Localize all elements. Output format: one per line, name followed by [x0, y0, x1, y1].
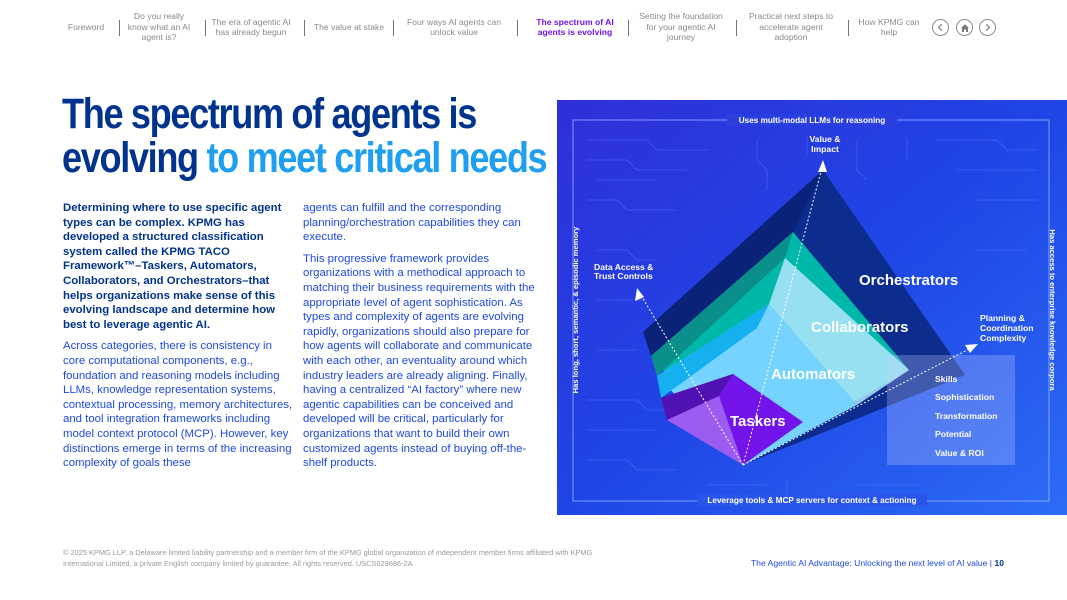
- bottom-label-bg: [697, 494, 927, 506]
- axis-label-data-line-2: Trust Controls: [594, 271, 653, 281]
- home-button[interactable]: [956, 19, 973, 36]
- dimension-skills: Skills: [935, 374, 958, 384]
- nav-item-value-at-stake[interactable]: The value at stake: [313, 21, 385, 32]
- body-paragraph: This progressive framework provides orga…: [303, 252, 535, 470]
- nav-divider: [119, 20, 120, 36]
- circuit-pattern: [587, 135, 1037, 495]
- body-column-right: agents can fulfill and the corresponding…: [303, 201, 535, 478]
- body-paragraph: Across categories, there is consistency …: [63, 340, 293, 470]
- axis-label-planning-line-3: Complexity: [980, 333, 1027, 343]
- title-line-1: The spectrum of agents is: [62, 90, 477, 138]
- orchestrators-left-face: [643, 170, 823, 356]
- home-icon: [960, 23, 969, 32]
- planning-axis-line: [742, 345, 976, 466]
- bottom-axis-label: Leverage tools & MCP servers for context…: [707, 496, 916, 505]
- up-left-arrow-icon: [635, 288, 644, 301]
- lead-paragraph: Determining where to use specific agent …: [63, 202, 282, 331]
- nav-item-spectrum-active[interactable]: The spectrum of AI agents is evolving: [536, 16, 614, 38]
- legal-notice: © 2025 KPMG LLP, a Delaware limited liab…: [63, 548, 593, 568]
- nav-divider: [304, 20, 305, 36]
- nav-divider: [628, 20, 629, 36]
- document-title: The Agentic AI Advantage: Unlocking the …: [750, 558, 988, 568]
- axis-label-planning-line-1: Planning &: [980, 313, 1025, 323]
- chevron-right-icon: [985, 23, 991, 32]
- up-right-arrow-icon: [965, 344, 978, 353]
- collaborators-left-face: [651, 232, 793, 376]
- automators-right-face: [769, 258, 909, 405]
- nav-item-how-kpmg-can-help[interactable]: How KPMG can help: [858, 16, 920, 38]
- chevron-left-icon: [937, 23, 943, 32]
- data-access-axis-line: [638, 291, 744, 466]
- axis-label-planning-line-2: Coordination: [980, 323, 1033, 333]
- axis-label-data-line-1: Data Access &: [594, 262, 653, 272]
- nav-divider: [848, 20, 849, 36]
- nav-divider: [393, 20, 394, 36]
- nav-divider: [517, 20, 518, 36]
- tier-label-collaborators: Collaborators: [811, 319, 909, 336]
- dimension-transformation: Transformation: [935, 411, 998, 421]
- automators-left-face: [657, 304, 769, 398]
- dimension-sophistication: Sophistication: [935, 392, 994, 402]
- taskers-left-face: [661, 374, 733, 420]
- tier-label-automators: Automators: [771, 366, 855, 383]
- top-navigation: Foreword Do you really know what an AI a…: [58, 10, 1008, 46]
- tier-label-orchestrators: Orchestrators: [859, 272, 958, 289]
- body-paragraph: agents can fulfill and the corresponding…: [303, 202, 521, 244]
- right-axis-label: Has access to enterprise knowledge corpo…: [1048, 229, 1057, 391]
- left-axis-label: Has long, short, semantic, & episodic me…: [571, 226, 580, 393]
- nav-item-what-is-agent[interactable]: Do you really know what an AI agent is?: [127, 11, 191, 43]
- page-number: 10: [994, 558, 1004, 568]
- page-title: The spectrum of agents is evolving to me…: [62, 90, 548, 182]
- dimensions-panel: [887, 355, 1015, 465]
- nav-item-next-steps[interactable]: Practical next steps to accelerate agent…: [748, 11, 834, 43]
- tier-label-taskers: Taskers: [730, 413, 786, 430]
- nav-divider: [205, 20, 206, 36]
- dimension-potential: Potential: [935, 429, 971, 439]
- body-column-left: Determining where to use specific agent …: [63, 201, 293, 478]
- dimension-value-roi: Value & ROI: [935, 448, 984, 458]
- axis-label-value-line-2: Impact: [811, 144, 839, 154]
- nav-divider: [736, 20, 737, 36]
- taskers-front-face: [667, 396, 743, 465]
- nav-item-four-ways[interactable]: Four ways AI agents can unlock value: [406, 16, 502, 38]
- title-line-2-part-a: evolving: [62, 134, 199, 182]
- axis-label-value-line-1: Value &: [809, 134, 840, 144]
- footer-document-info: The Agentic AI Advantage: Unlocking the …: [750, 558, 1004, 568]
- previous-page-button[interactable]: [932, 19, 949, 36]
- top-axis-label: Uses multi-modal LLMs for reasoning: [739, 116, 885, 125]
- framework-illustration: Uses multi-modal LLMs for reasoning Leve…: [557, 100, 1067, 515]
- title-line-2-highlight: to meet critical needs: [206, 134, 547, 182]
- up-arrow-icon: [818, 160, 827, 172]
- taco-framework-diagram: Uses multi-modal LLMs for reasoning Leve…: [557, 100, 1067, 515]
- nav-item-setting-foundation[interactable]: Setting the foundation for your agentic …: [639, 11, 723, 43]
- nav-item-era-of-agentic-ai[interactable]: The era of agentic AI has already begun: [211, 16, 291, 38]
- nav-item-foreword[interactable]: Foreword: [67, 21, 105, 32]
- next-page-button[interactable]: [979, 19, 996, 36]
- top-label-bg: [727, 114, 897, 126]
